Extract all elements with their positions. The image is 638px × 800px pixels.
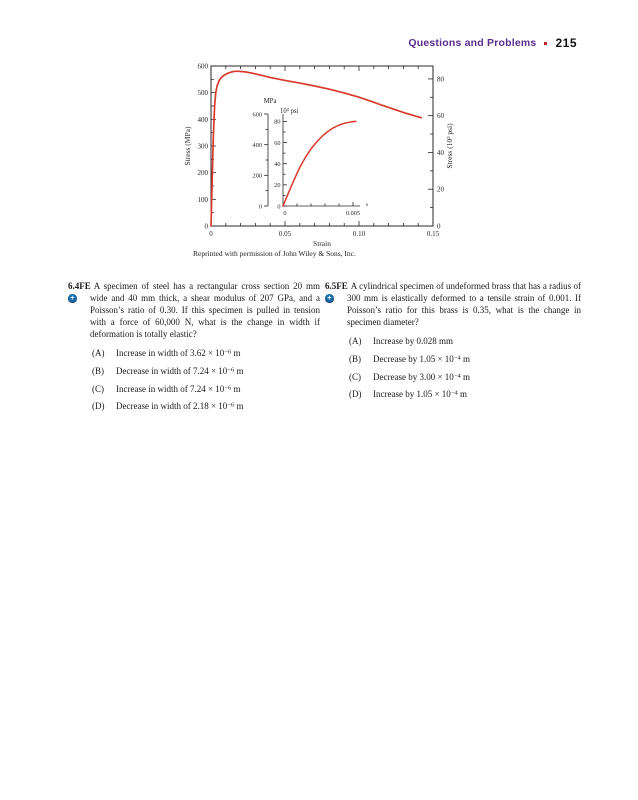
option-label: (B) xyxy=(349,353,361,364)
option-c: (C) Increase in width of 7.24 × 10−6 m xyxy=(68,383,320,395)
svg-text:Stress (10³ psi): Stress (10³ psi) xyxy=(445,123,454,169)
svg-text:200: 200 xyxy=(198,169,209,177)
question-text: A specimen of steel has a rectangular cr… xyxy=(90,281,320,340)
svg-text:20: 20 xyxy=(274,182,280,189)
svg-text:400: 400 xyxy=(253,142,262,149)
svg-text:10³ psi: 10³ psi xyxy=(280,108,299,115)
option-b: (B) Decrease in width of 7.24 × 10−6 m xyxy=(68,365,320,377)
questions-section: + 6.4FE A specimen of steel has a rectang… xyxy=(68,280,581,418)
svg-text:40: 40 xyxy=(437,149,445,157)
page-number: 215 xyxy=(555,36,577,50)
svg-text:300: 300 xyxy=(198,143,209,151)
plus-circle-icon: + xyxy=(68,294,77,303)
option-text: Increase by 1.05 × 10−4 m xyxy=(373,389,467,400)
option-text: Increase in width of 3.62 × 10−6 m xyxy=(116,348,241,359)
option-b: (B) Decrease by 1.05 × 10−4 m xyxy=(325,353,581,365)
option-text: Decrease by 1.05 × 10−4 m xyxy=(373,353,470,364)
option-a: (A) Increase by 0.028 mm xyxy=(325,335,581,347)
plus-circle-icon: + xyxy=(325,294,334,303)
svg-text:400: 400 xyxy=(198,116,209,124)
option-label: (C) xyxy=(92,383,104,394)
option-label: (D) xyxy=(349,389,362,400)
svg-text:200: 200 xyxy=(253,173,262,180)
svg-text:0.05: 0.05 xyxy=(279,230,292,238)
svg-text:600: 600 xyxy=(253,111,262,118)
svg-text:600: 600 xyxy=(198,63,209,71)
svg-text:0: 0 xyxy=(259,203,262,210)
page-header: Questions and Problems 215 xyxy=(408,36,577,50)
question-text-block: + 6.5FE A cylindrical specimen of undefor… xyxy=(325,280,581,328)
svg-text:20: 20 xyxy=(437,186,445,194)
option-text: Increase by 0.028 mm xyxy=(373,336,453,347)
svg-text:0.10: 0.10 xyxy=(353,230,366,238)
option-a: (A) Increase in width of 3.62 × 10−6 m xyxy=(68,347,320,359)
question-6-4fe: + 6.4FE A specimen of steel has a rectang… xyxy=(68,280,320,418)
option-label: (D) xyxy=(92,401,105,412)
question-text: A cylindrical specimen of undeformed bra… xyxy=(347,281,581,328)
question-6-5fe: + 6.5FE A cylindrical specimen of undefor… xyxy=(325,280,581,418)
svg-text:80: 80 xyxy=(274,119,280,126)
option-text: Decrease by 3.00 × 10−4 m xyxy=(373,371,470,382)
svg-text:Strain: Strain xyxy=(313,239,331,248)
svg-text:80: 80 xyxy=(437,75,445,83)
option-label: (B) xyxy=(92,366,104,377)
option-text: Decrease in width of 2.18 × 10−6 m xyxy=(116,401,244,412)
stress-strain-figure: 0 0.05 0.10 0.15 0 100 200 300 400 500 600 0 20 40 60 8… xyxy=(180,57,465,272)
svg-text:MPa: MPa xyxy=(264,98,277,105)
option-c: (C) Decrease by 3.00 × 10−4 m xyxy=(325,371,581,383)
figure-credit-caption: Reprinted with permission of John Wiley … xyxy=(193,249,356,258)
svg-text:0: 0 xyxy=(277,203,280,210)
option-d: (D) Decrease in width of 2.18 × 10−6 m xyxy=(68,400,320,412)
svg-text:0: 0 xyxy=(205,223,209,231)
answer-options: (A) Increase in width of 3.62 × 10−6 m (… xyxy=(68,347,320,412)
option-label: (A) xyxy=(92,348,105,359)
inset-curve xyxy=(282,120,357,207)
question-number: 6.5FE xyxy=(325,281,348,291)
svg-text:60: 60 xyxy=(274,140,280,147)
answer-options: (A) Increase by 0.028 mm (B) Decrease by… xyxy=(325,335,581,400)
option-text: Increase in width of 7.24 × 10−6 m xyxy=(116,383,241,394)
dot-separator-icon xyxy=(544,42,548,45)
main-plot: 0 0.05 0.10 0.15010020030040050060002040608… xyxy=(183,63,454,249)
option-label: (C) xyxy=(349,371,361,382)
section-title: Questions and Problems xyxy=(408,37,537,49)
svg-text:0: 0 xyxy=(283,210,286,217)
stress-strain-chart: 0 0.05 0.10 0.15010020030040050060002040608… xyxy=(183,63,454,249)
option-text: Decrease in width of 7.24 × 10−6 m xyxy=(116,366,244,377)
svg-text:40: 40 xyxy=(274,161,280,168)
question-text-block: + 6.4FE A specimen of steel has a rectang… xyxy=(68,280,320,340)
svg-text:60: 60 xyxy=(437,112,445,120)
option-d: (D) Increase by 1.05 × 10−4 m xyxy=(325,388,581,400)
svg-text:0: 0 xyxy=(209,230,213,238)
question-number: 6.4FE xyxy=(68,281,91,291)
svg-text:0.005: 0.005 xyxy=(346,210,360,217)
svg-text:500: 500 xyxy=(198,89,209,97)
option-label: (A) xyxy=(349,336,362,347)
svg-text:100: 100 xyxy=(198,196,209,204)
stress-strain-curve xyxy=(210,70,423,227)
svg-text:0: 0 xyxy=(437,223,441,231)
svg-text:0.15: 0.15 xyxy=(427,230,440,238)
svg-text:Stress (MPa): Stress (MPa) xyxy=(183,126,192,165)
